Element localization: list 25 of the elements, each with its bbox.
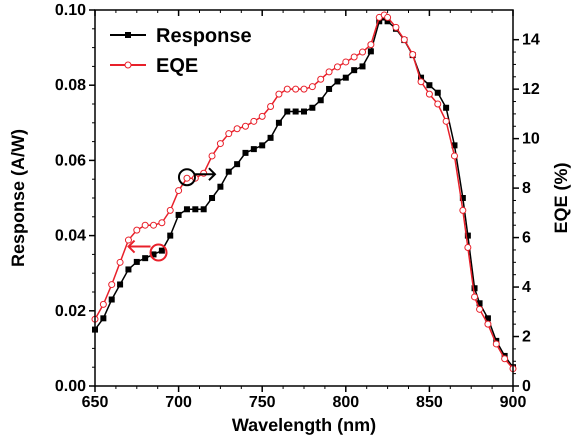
y2-tick-label: 2 [522,328,531,346]
y2-tick-label: 10 [522,130,540,148]
x-tick-label: 850 [416,394,443,411]
legend-label: Response [156,25,252,47]
y2-tick-label: 14 [522,32,540,49]
x-tick-label: 800 [332,394,360,411]
x-axis-title: Wavelength (nm) [232,415,376,435]
x-tick-label: 700 [165,394,192,411]
y-axis-title: Response (A/W) [8,128,28,268]
y-tick-label: 0.04 [54,228,86,245]
y2-tick-label: 8 [522,180,531,198]
y-tick-label: 0.06 [54,152,86,170]
x-tick-label: 750 [248,394,276,411]
x-tick-label: 900 [500,394,526,411]
y2-tick-label: 0 [522,378,531,395]
y2-tick-label: 12 [522,81,540,98]
y-tick-label: 0.10 [54,2,86,19]
y2-axis-title: EQE (%) [551,162,571,234]
y2-tick-label: 4 [522,279,531,296]
y-tick-label: 0.08 [54,77,86,94]
y-tick-label: 0.00 [54,378,86,395]
y-tick-label: 0.02 [54,302,86,320]
legend-label: EQE [156,55,198,77]
x-tick-label: 650 [82,394,108,411]
y2-tick-label: 6 [522,230,531,247]
